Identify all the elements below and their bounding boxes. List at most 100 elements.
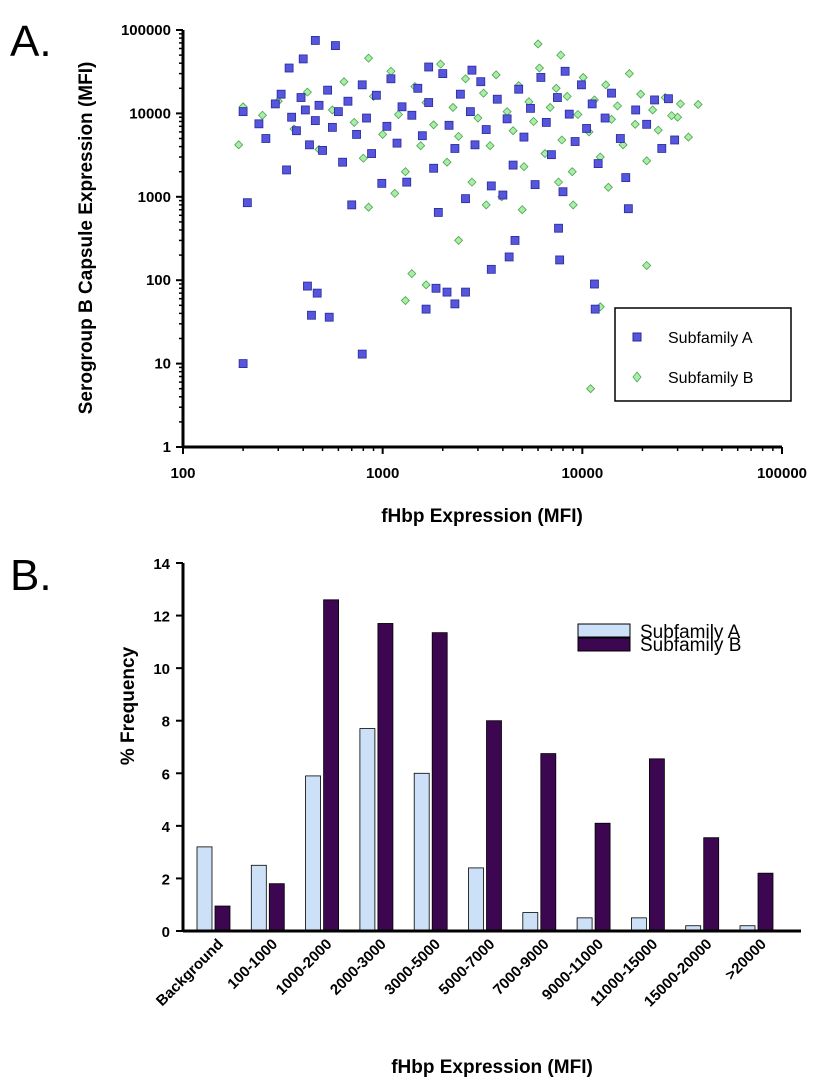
y-tick-label: 1000 [138,189,171,206]
point-subfamily-a [519,132,529,142]
panel-a-legend-box [614,307,792,402]
point-subfamily-a [417,131,427,141]
point-subfamily-a [421,304,431,314]
point-subfamily-a [270,99,280,109]
point-subfamily-a [324,312,334,322]
point-subfamily-a [670,135,680,145]
x-tick-label: 10000 [561,465,603,482]
point-subfamily-b [436,59,446,69]
point-subfamily-b [407,269,417,279]
point-subfamily-a [560,66,570,76]
bar-subfamily-b [594,822,611,932]
point-subfamily-a [650,95,659,105]
point-subfamily-a [570,137,580,146]
point-subfamily-a [582,124,591,133]
point-subfamily-b [400,295,410,306]
point-subfamily-a [455,89,465,99]
point-subfamily-a [386,74,396,84]
panel-b-y-axis-title: % Frequency [118,646,139,765]
point-subfamily-a [362,113,371,123]
point-subfamily-b [349,117,359,127]
point-subfamily-a [607,88,616,98]
point-subfamily-a [450,144,460,153]
y-tick-label: 8 [162,714,170,731]
point-subfamily-b [481,200,491,210]
point-subfamily-a [593,159,603,169]
point-subfamily-a [323,85,333,95]
point-subfamily-a [498,190,508,200]
point-subfamily-b [234,140,244,150]
bar-subfamily-b [486,720,502,932]
point-subfamily-b [386,66,396,76]
bar-subfamily-a [576,917,593,932]
point-subfamily-a [590,279,599,289]
point-subfamily-a [431,283,441,293]
point-subfamily-a [357,80,367,90]
point-subfamily-a [631,105,641,115]
panel-a-ticks: 100 1000 10000 100000 1 10 100 1000 10000 100000 [121,22,807,482]
point-subfamily-a [357,349,367,359]
panel-a-scatter-chart: A. 100 1000 10000 100000 1 10 100 1000 10000 1000… [10,17,807,527]
point-subfamily-b [454,131,464,141]
point-subfamily-b [642,156,652,166]
point-subfamily-b [358,153,368,163]
point-subfamily-b [454,235,464,245]
point-subfamily-a [554,223,563,233]
point-subfamily-a [510,236,520,245]
point-subfamily-b [448,102,458,112]
point-subfamily-a [367,149,376,158]
point-subfamily-a [307,310,316,320]
point-subfamily-a [347,200,357,210]
legend-label-subfamily-b: Subfamily B [668,370,753,387]
x-tick-label: 3000-5000 [381,936,444,999]
point-subfamily-b [491,70,501,80]
y-tick-label: 10 [153,661,170,678]
point-subfamily-b [429,120,439,130]
bar-subfamily-a [196,846,213,932]
x-tick-label: 2000-3000 [327,936,390,999]
scatter-points [234,36,703,394]
point-subfamily-a [254,119,264,129]
point-subfamily-a [424,98,434,107]
point-subfamily-a [461,194,470,204]
point-subfamily-a [310,116,320,125]
point-subfamily-b [612,101,623,111]
point-subfamily-a [476,77,486,87]
point-subfamily-a [664,94,673,104]
point-subfamily-a [402,177,412,187]
point-subfamily-a [536,73,546,82]
point-subfamily-a [333,107,343,117]
point-subfamily-b [567,167,577,177]
point-subfamily-a [492,94,502,104]
bar-subfamily-a [305,775,322,932]
legend-swatch-subfamily-b [577,637,631,652]
point-subfamily-b [421,280,431,290]
point-subfamily-b [529,116,539,127]
point-subfamily-a [331,41,340,51]
point-subfamily-a [261,134,271,143]
point-subfamily-a [282,165,291,175]
point-subfamily-a [508,160,518,170]
point-subfamily-a [327,122,337,132]
point-subfamily-b [517,205,527,215]
panel-a-x-axis-title: fHbp Expression (MFI) [381,506,583,527]
point-subfamily-a [276,89,286,99]
bar-subfamily-b [268,883,285,932]
point-subfamily-a [371,90,381,100]
point-subfamily-a [657,144,667,153]
point-subfamily-a [564,109,574,119]
point-subfamily-b [302,87,313,97]
point-subfamily-a [429,163,439,173]
point-subfamily-a [303,281,312,291]
point-subfamily-b [467,177,477,187]
point-subfamily-b [485,141,495,151]
point-subfamily-a [600,113,610,123]
bar-subfamily-b [323,599,340,932]
point-subfamily-a [590,304,600,314]
point-subfamily-a [424,62,434,72]
y-tick-label: 1 [163,439,171,456]
legend-marker-subfamily-a [632,332,642,342]
y-tick-label: 100000 [121,22,171,39]
point-subfamily-a [300,105,310,115]
point-subfamily-b [683,132,694,142]
